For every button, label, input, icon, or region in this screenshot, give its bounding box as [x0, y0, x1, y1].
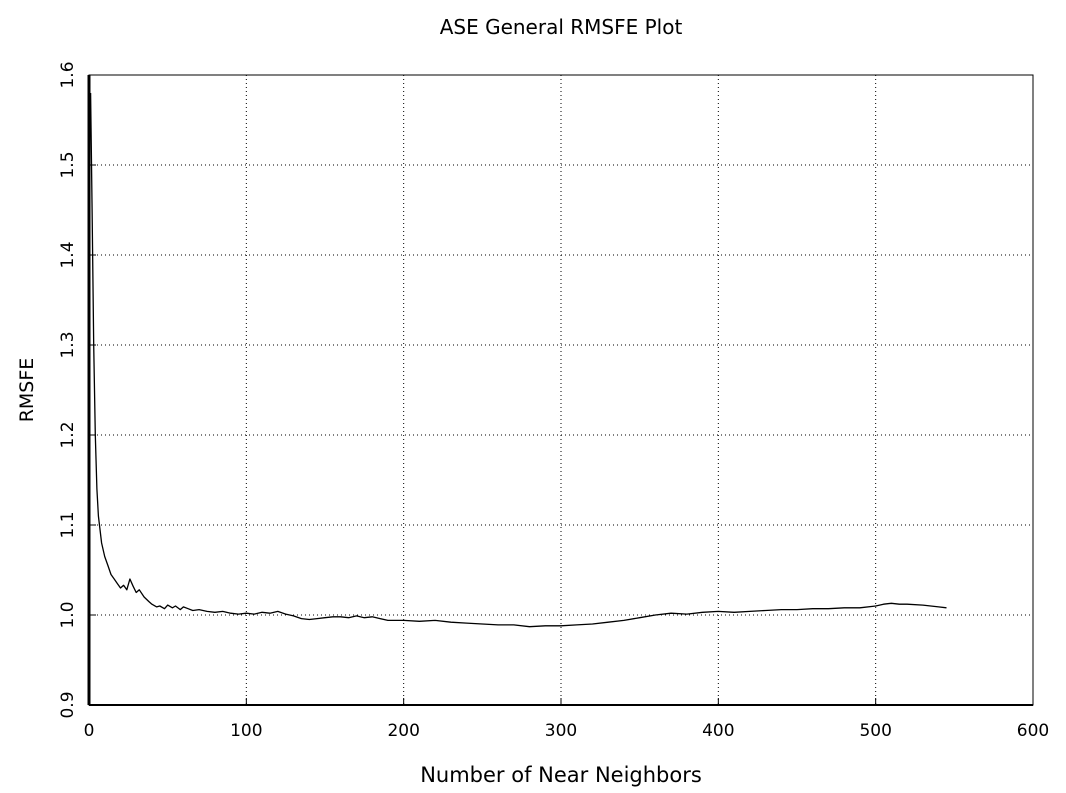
y-tick-label: 1.4 [58, 241, 78, 268]
x-tick-label: 500 [859, 721, 891, 741]
series-group [89, 92, 947, 628]
plot-frame [88, 74, 1034, 706]
ticks [88, 74, 1034, 706]
y-tick-label: 1.3 [58, 331, 78, 358]
x-axis-label: Number of Near Neighbors [420, 763, 702, 787]
y-tick-label: 1.5 [58, 151, 78, 178]
tick-labels: 0 100 200 300 400 500 600 0.9 1.0 1.1 1.2 1.3 1.4 1.5… [58, 61, 1049, 741]
y-tick-label: 1.0 [58, 601, 78, 628]
x-tick-label: 100 [230, 721, 262, 741]
y-axis-label: RMSFE [16, 358, 38, 423]
y-tick-label: 1.6 [58, 61, 78, 88]
x-tick-label: 300 [545, 721, 577, 741]
chart-title: ASE General RMSFE Plot [440, 15, 683, 39]
y-tick-label: 0.9 [58, 691, 78, 718]
x-tick-label: 0 [84, 721, 95, 741]
x-tick-label: 600 [1017, 721, 1049, 741]
y-tick-label: 1.2 [58, 421, 78, 448]
x-tick-label: 400 [702, 721, 734, 741]
y-tick-label: 1.1 [58, 511, 78, 538]
series-line [89, 92, 947, 628]
x-tick-label: 200 [387, 721, 419, 741]
grid [89, 75, 1033, 705]
